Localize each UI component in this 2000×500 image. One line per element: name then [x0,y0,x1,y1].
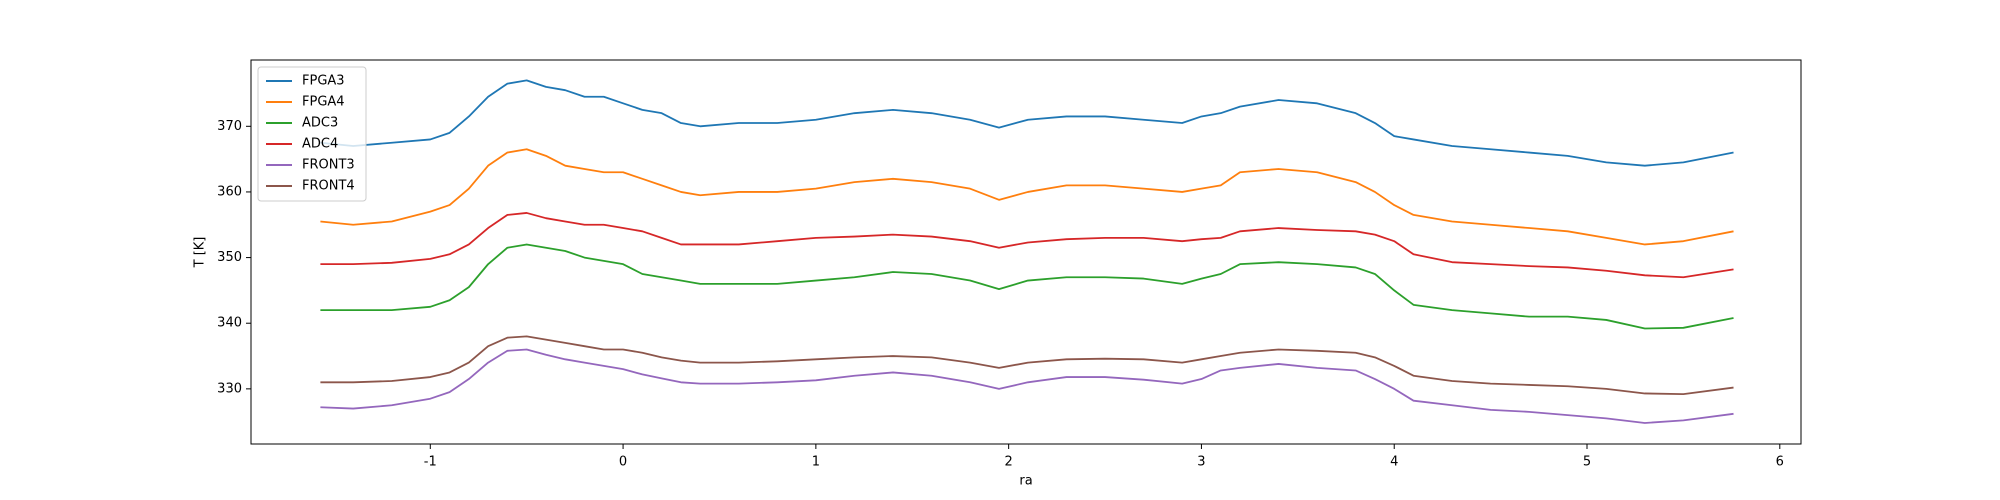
series-line [320,148,1734,246]
legend-label: FRONT3 [302,158,355,173]
series-line [320,243,1734,330]
y-tick-label: 340 [217,316,242,331]
axes-frame [250,59,1802,445]
legend-label: ADC4 [302,137,338,152]
series-line [320,79,1734,167]
y-axis-label: T [K] [193,237,208,269]
series-line [320,212,1734,279]
series-line [320,335,1734,396]
x-tick-label: 2 [1005,455,1013,470]
legend-box [257,66,367,202]
x-tick-label: 3 [1197,455,1205,470]
y-tick-label: 360 [217,184,242,199]
legend-label: ADC3 [302,116,338,131]
series-line [320,348,1734,424]
x-tick-label: 1 [812,455,820,470]
y-tick-label: 350 [217,250,242,265]
legend-label: FPGA4 [302,95,345,110]
legend-label: FRONT4 [302,179,355,194]
legend-label: FPGA3 [302,74,345,89]
x-tick-label: 6 [1776,455,1784,470]
x-tick-label: -1 [424,455,437,470]
x-tick-label: 4 [1390,455,1398,470]
y-tick-label: 330 [217,381,242,396]
x-tick-label: 5 [1583,455,1591,470]
x-axis-label: ra [1019,474,1032,489]
y-tick-label: 370 [217,119,242,134]
x-tick-label: 0 [619,455,627,470]
